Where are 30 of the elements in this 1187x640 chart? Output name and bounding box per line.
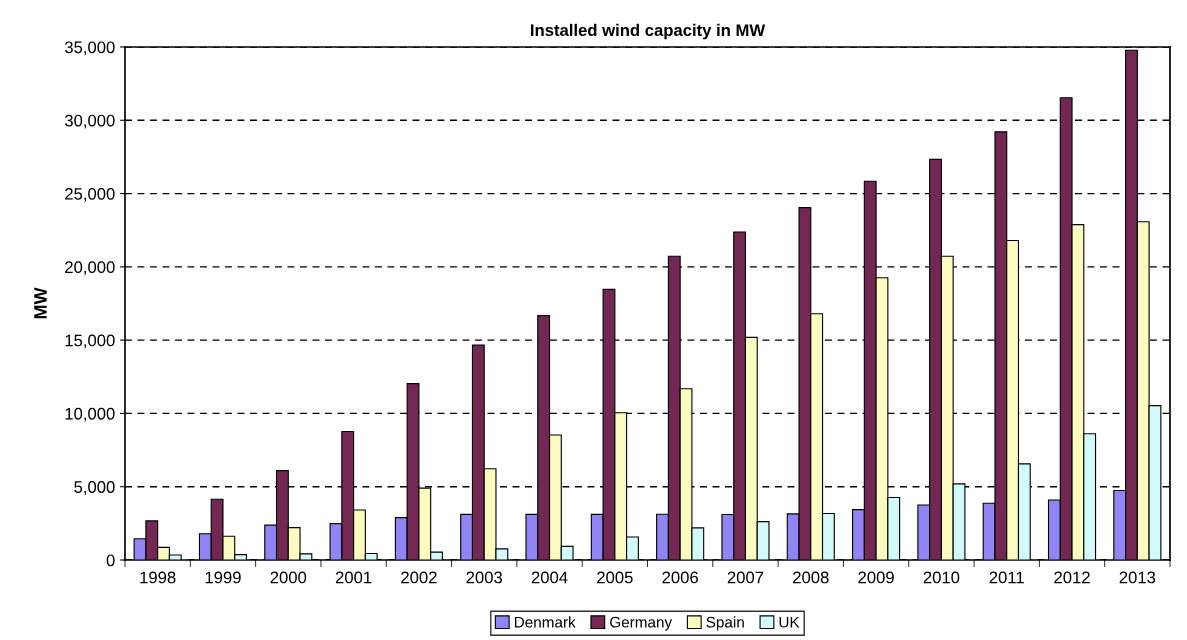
x-tick-label: 2011 xyxy=(989,571,1024,584)
y-tick-label: 30,000 xyxy=(64,114,115,129)
legend-label: UK xyxy=(779,616,800,628)
y-tick-label: 10,000 xyxy=(65,407,115,422)
x-tick-label: 2008 xyxy=(793,571,829,584)
x-tick-label: 2006 xyxy=(662,571,698,584)
legend-label: Denmark xyxy=(514,616,576,628)
x-tick-label: 1999 xyxy=(205,571,241,584)
x-tick-label: 2005 xyxy=(597,571,633,584)
y-tick-label: 20,000 xyxy=(65,261,115,276)
legend-label: Germany xyxy=(610,616,673,631)
y-tick-label: 5,000 xyxy=(74,481,115,495)
x-tick-label: 2000 xyxy=(270,571,307,584)
chart-title: Installed wind capacity in MW xyxy=(531,23,766,40)
x-tick-label: 1998 xyxy=(140,571,176,584)
y-tick-label: 0 xyxy=(106,554,115,567)
x-tick-label: 2012 xyxy=(1054,571,1090,584)
x-tick-label: 2004 xyxy=(531,571,568,584)
y-tick-label: 35,000 xyxy=(64,41,115,56)
x-tick-label: 2002 xyxy=(401,571,437,584)
y-tick-label: 25,000 xyxy=(65,187,115,202)
x-tick-label: 2007 xyxy=(727,571,764,584)
x-tick-label: 2010 xyxy=(923,571,960,584)
y-tick-label: 15,000 xyxy=(65,334,115,349)
x-tick-label: 2003 xyxy=(466,571,503,584)
x-tick-label: 2013 xyxy=(1119,571,1156,584)
x-tick-label: 2001 xyxy=(335,571,372,584)
legend-label: Spain xyxy=(706,616,744,631)
y-axis-title: MW xyxy=(34,287,47,319)
x-tick-label: 2009 xyxy=(858,571,894,584)
